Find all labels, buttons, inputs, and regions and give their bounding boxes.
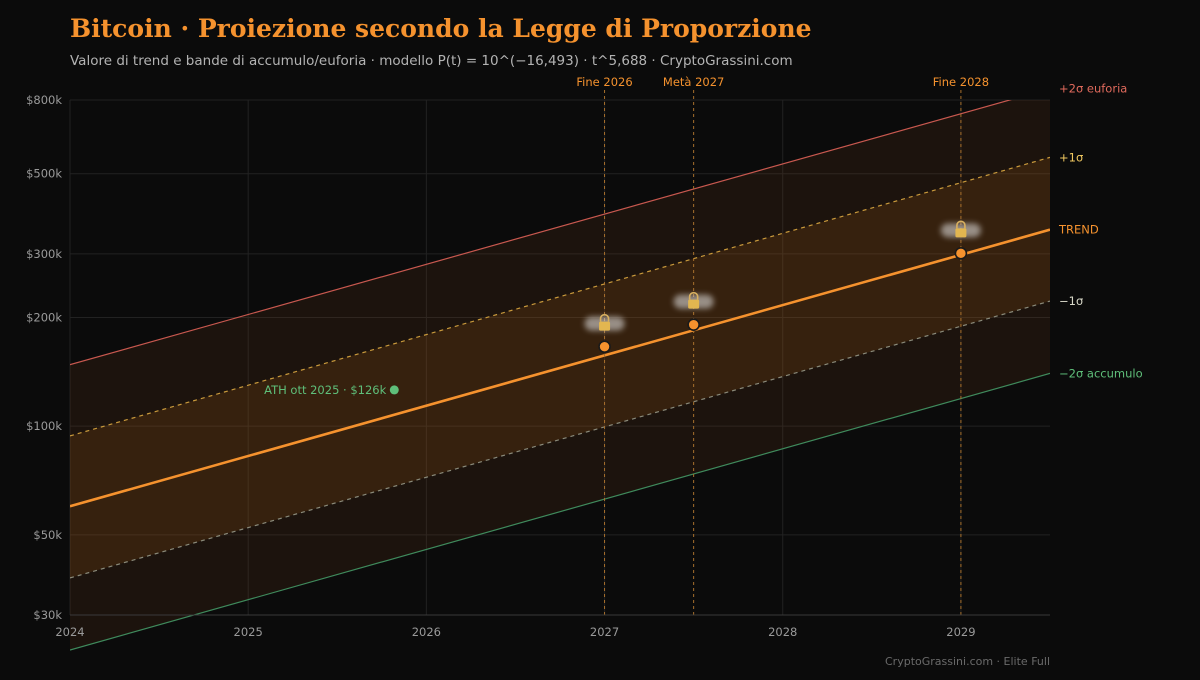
series-label-trend: TREND (1058, 223, 1099, 237)
outer-band (70, 100, 1050, 650)
y-tick-label: $200k (26, 310, 62, 324)
lock-icon-shackle (688, 291, 699, 300)
series-labels: +2σ euforia +1σ TREND −1σ −2σ accumulo (1058, 82, 1143, 381)
milestone-point (598, 340, 611, 353)
lock-icon (599, 321, 611, 331)
annotations: ATH ott 2025 · $126k (264, 383, 399, 397)
footer-credit: CryptoGrassini.com · Elite Full (885, 655, 1050, 668)
milestone-point (687, 318, 700, 331)
series-line-euforia (70, 100, 1012, 366)
series-line-accumulo (70, 372, 1050, 651)
lock-icon (955, 228, 967, 238)
x-tick-label: 2024 (55, 625, 84, 639)
axes: $30k $50k $100k $200k $300k $500k $800k 2024 202… (26, 93, 1050, 639)
milestone-label: Metà 2027 (663, 75, 724, 89)
y-tick-label: $50k (33, 528, 62, 542)
series-line-trend (70, 228, 1050, 508)
y-tick-label: $30k (33, 608, 62, 622)
x-tick-label: 2029 (946, 625, 975, 639)
chart-subtitle: Valore di trend e bande di accumulo/eufo… (70, 53, 793, 69)
milestone-label: Fine 2026 (576, 75, 632, 89)
y-tick-label: $300k (26, 247, 62, 261)
series-line-plus1 (70, 156, 1050, 437)
y-tick-label: $500k (26, 167, 62, 181)
x-tick-label: 2028 (768, 625, 797, 639)
milestones: Fine 2026 Metà 2027 Fine 2028 (576, 75, 989, 615)
y-tick-label: $100k (26, 419, 62, 433)
series-label-minus1: −1σ (1059, 294, 1083, 308)
x-tick-label: 2025 (234, 625, 263, 639)
series-label-plus1: +1σ (1059, 150, 1083, 164)
series-line-minus1 (70, 300, 1050, 579)
sigma-bands (70, 100, 1050, 650)
series-lines (70, 100, 1050, 651)
series-label-accumulo: −2σ accumulo (1059, 366, 1143, 380)
chart-title: Bitcoin · Proiezione secondo la Legge di… (70, 14, 812, 43)
lock-icon (688, 299, 700, 309)
lock-icon-shackle (599, 313, 610, 322)
lock-icon-shackle (956, 220, 966, 229)
x-tick-label: 2027 (590, 625, 619, 639)
milestone-point (954, 247, 968, 260)
series-label-euforia: +2σ euforia (1059, 82, 1127, 96)
milestone-label: Fine 2028 (933, 75, 989, 89)
ath-marker (389, 385, 399, 395)
x-tick-label: 2026 (412, 625, 441, 639)
y-tick-label: $800k (26, 93, 62, 107)
ath-label: ATH ott 2025 · $126k (264, 383, 387, 397)
